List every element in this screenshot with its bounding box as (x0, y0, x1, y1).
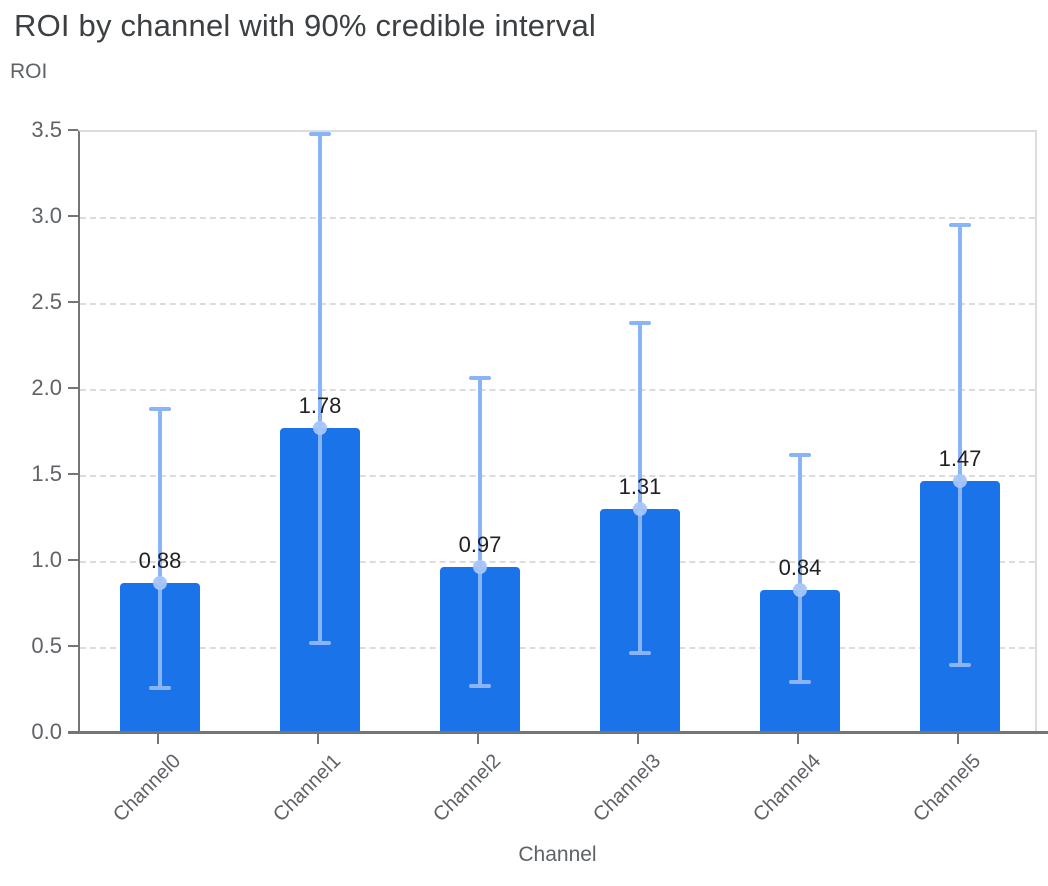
x-tick-mark (797, 734, 799, 744)
bar-value-label: 1.78 (298, 392, 342, 418)
chart-title: ROI by channel with 90% credible interva… (14, 8, 596, 43)
y-axis-title: ROI (10, 60, 48, 83)
y-tick-mark (68, 301, 78, 303)
y-tick-mark (68, 473, 78, 475)
x-tick-label-channel4: Channel4 (749, 750, 826, 827)
x-axis-line (68, 731, 1048, 734)
y-tick-label: 2.0 (31, 375, 62, 400)
error-bar-line (798, 455, 802, 683)
x-axis-title: Channel (518, 843, 597, 866)
bar-value-label: 0.97 (458, 532, 502, 558)
error-bar-cap-top (629, 320, 651, 325)
x-tick-label-channel2: Channel2 (429, 750, 506, 827)
mean-marker-dot (473, 560, 487, 575)
y-tick-label: 3.0 (31, 203, 62, 228)
x-tick-label-channel1: Channel1 (269, 750, 346, 827)
x-tick-mark (477, 734, 479, 744)
error-bar-line (318, 133, 322, 643)
error-bar-line (158, 408, 162, 688)
gridline (80, 303, 1035, 305)
gridline (80, 561, 1035, 563)
error-bar-cap-bottom (469, 683, 491, 688)
y-tick-mark (68, 731, 78, 733)
gridline (80, 475, 1035, 477)
y-tick-mark (68, 645, 78, 647)
x-tick-mark (317, 734, 319, 744)
error-bar-cap-top (309, 131, 331, 136)
mean-marker-dot (953, 474, 967, 489)
error-bar-line (958, 224, 962, 666)
error-bar-line (478, 377, 482, 686)
bar-value-label: 1.47 (938, 446, 982, 472)
mean-marker-dot (633, 501, 647, 516)
mean-marker-dot (793, 582, 807, 597)
y-tick-label: 0.5 (31, 633, 62, 658)
mean-marker-dot (153, 575, 167, 590)
gridline (80, 647, 1035, 649)
x-tick-mark (157, 734, 159, 744)
y-tick-label: 0.0 (31, 719, 62, 744)
y-tick-mark (68, 387, 78, 389)
x-tick-label-channel5: Channel5 (909, 750, 986, 827)
plot-area: 0.88 1.78 0.97 1.31 0.84 1.47 (78, 130, 1037, 734)
bar-value-label: 1.31 (618, 473, 662, 499)
x-tick-label-channel0: Channel0 (109, 750, 186, 827)
error-bar-line (638, 322, 642, 654)
error-bar-cap-top (949, 222, 971, 227)
y-tick-label: 3.5 (31, 117, 62, 142)
x-tick-mark (957, 734, 959, 744)
error-bar-cap-bottom (949, 663, 971, 668)
error-bar-cap-bottom (309, 640, 331, 645)
mean-marker-dot (313, 420, 327, 435)
bar-value-label: 0.84 (778, 554, 822, 580)
y-tick-label: 1.0 (31, 547, 62, 572)
error-bar-cap-top (789, 453, 811, 458)
gridline (80, 217, 1035, 219)
error-bar-cap-bottom (149, 685, 171, 690)
error-bar-cap-top (149, 406, 171, 411)
error-bar-cap-top (469, 375, 491, 380)
y-tick-mark (68, 559, 78, 561)
error-bar-cap-bottom (629, 651, 651, 656)
y-tick-mark (68, 129, 78, 131)
x-tick-mark (637, 734, 639, 744)
gridline (80, 389, 1035, 391)
x-tick-label-channel3: Channel3 (589, 750, 666, 827)
y-tick-mark (68, 215, 78, 217)
y-tick-label: 2.5 (31, 289, 62, 314)
y-tick-label: 1.5 (31, 461, 62, 486)
error-bar-cap-bottom (789, 680, 811, 685)
bar-value-label: 0.88 (138, 547, 182, 573)
